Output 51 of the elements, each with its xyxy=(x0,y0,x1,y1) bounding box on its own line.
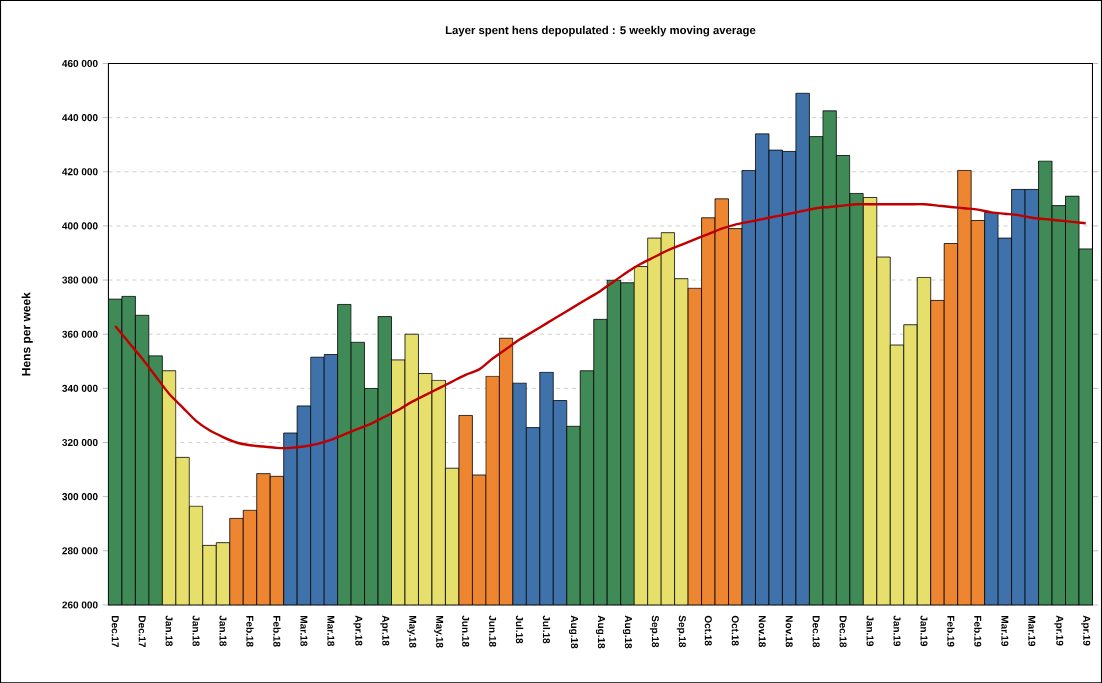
x-tick-label: Apr.19 xyxy=(1054,615,1064,646)
y-tick-label: 420 000 xyxy=(62,168,98,176)
x-tick-label: Mar.19 xyxy=(1001,615,1009,646)
x-tick-label: Dec.17 xyxy=(111,615,119,647)
x-tick-label: Oct.18 xyxy=(704,615,712,646)
y-tick-label: 280 000 xyxy=(62,547,98,555)
x-tick-label: Jun.18 xyxy=(462,615,470,647)
x-tick-label: Dec.18 xyxy=(812,615,820,648)
x-tick-label: Dec.18 xyxy=(839,615,847,648)
x-tick-label: Dec.17 xyxy=(138,615,146,647)
y-tick-label: 400 000 xyxy=(62,222,98,230)
x-tick-label: Apr.19 xyxy=(1081,615,1091,646)
x-tick-label: Jan.18 xyxy=(165,615,173,646)
x-tick-label: Aug.18 xyxy=(595,615,605,649)
chart-title: Layer spent hens depopulated : 5 weekly moving average xyxy=(445,25,756,37)
x-tick-label: Feb.18 xyxy=(246,615,254,647)
y-tick-label: 260 000 xyxy=(62,601,98,609)
y-tick-label: 300 000 xyxy=(62,492,98,500)
x-tick-label: Oct.18 xyxy=(731,615,739,646)
x-tick-label: Feb.19 xyxy=(947,615,955,647)
x-tick-label: Mar.19 xyxy=(1028,615,1036,646)
x-tick-label: Nov.18 xyxy=(758,615,766,647)
x-tick-label: Jan.19 xyxy=(920,615,928,646)
x-tick-label: Nov.18 xyxy=(785,615,793,647)
x-tick-label: Jan.18 xyxy=(192,615,200,646)
x-tick-label: Apr.18 xyxy=(353,615,363,646)
y-tick-label: 380 000 xyxy=(62,276,98,284)
x-tick-label: Feb.18 xyxy=(273,615,281,647)
x-tick-label: Apr.18 xyxy=(380,615,390,646)
x-tick-label: Jul.18 xyxy=(515,615,524,644)
x-tick-label: Sep.18 xyxy=(676,615,686,648)
x-tick-label: Aug.18 xyxy=(622,615,632,649)
y-tick-label: 460 000 xyxy=(62,59,98,67)
x-tick-label: Mar.18 xyxy=(300,615,308,646)
y-tick-label: 360 000 xyxy=(62,330,98,338)
x-tick-label: Sep.18 xyxy=(649,615,659,648)
x-tick-label: Jan.19 xyxy=(866,615,874,646)
x-tick-label: Jul.18 xyxy=(542,615,551,644)
x-tick-label: May.18 xyxy=(407,615,417,648)
x-tick-label: Jan.19 xyxy=(893,615,901,646)
x-tick-label: May.18 xyxy=(434,615,444,648)
x-tick-label: Feb.19 xyxy=(974,615,982,647)
y-tick-label: 440 000 xyxy=(62,113,98,121)
x-tick-label: Aug.18 xyxy=(568,615,579,649)
y-tick-label: 340 000 xyxy=(62,384,98,392)
x-tick-label: Jun.18 xyxy=(489,615,497,647)
x-tick-label: Jan.18 xyxy=(219,615,227,646)
y-tick-label: 320 000 xyxy=(62,438,98,446)
y-axis-title: Hens per week xyxy=(21,292,33,376)
line-series xyxy=(113,202,1087,450)
x-tick-label: Mar.18 xyxy=(327,615,335,646)
